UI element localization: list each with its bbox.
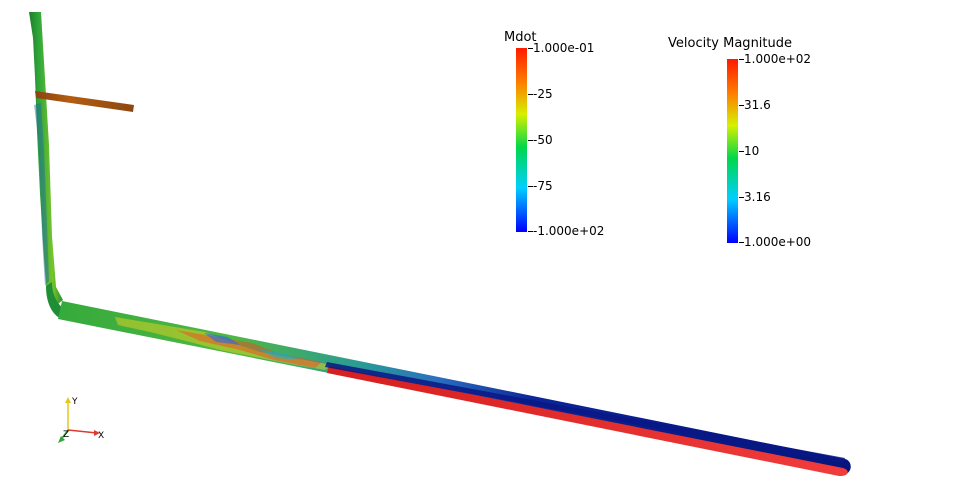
z-axis-arrow <box>58 436 65 443</box>
velocity-label-3: 10 <box>744 144 760 158</box>
velocity-tick-4 <box>739 197 744 198</box>
mdot-label-5: -1.000e+02 <box>533 224 605 238</box>
velocity-legend-title: Velocity Magnitude <box>668 36 793 51</box>
mdot-label-1: 1.000e-01 <box>533 41 595 55</box>
x-axis-arrow <box>94 430 100 436</box>
y-axis-label: Y <box>71 397 78 407</box>
velocity-label-5: 1.000e+00 <box>744 235 812 249</box>
transition-noise-band-4 <box>258 349 300 360</box>
mdot-tick-1 <box>528 48 533 49</box>
transition-noise-band-3 <box>204 333 240 345</box>
transition-noise-band-2 <box>176 330 322 368</box>
mdot-label-4: -75 <box>533 179 553 193</box>
velocity-tick-3 <box>739 151 744 152</box>
velocity-tick-1 <box>739 59 744 60</box>
velocity-label-4: 3.16 <box>744 190 771 204</box>
z-axis-label: Z <box>63 430 69 440</box>
mdot-label-2: -25 <box>533 87 553 101</box>
diagonal-pipe-shade <box>325 362 845 463</box>
upper-vertical-pipe <box>29 12 63 307</box>
upper-vertical-pipe-detail <box>34 103 49 286</box>
axis-triad: Y X Z <box>58 397 104 443</box>
y-axis-arrow <box>65 397 71 403</box>
mdot-tick-3 <box>528 140 533 141</box>
side-branch-pipe <box>35 91 134 112</box>
velocity-label-1: 1.000e+02 <box>744 52 812 66</box>
mdot-tick-2 <box>528 94 533 95</box>
lower-red-streak <box>327 366 848 476</box>
velocity-tick-5 <box>739 242 744 243</box>
velocity-label-2: 31.6 <box>744 98 771 112</box>
mdot-label-3: -50 <box>533 133 553 147</box>
velocity-colorbar <box>727 59 738 243</box>
mdot-legend: Mdot 1.000e-01 -25 -50 -75 -1.000e+02 <box>504 31 644 251</box>
velocity-legend: Velocity Magnitude 1.000e+02 31.6 10 3.1… <box>668 37 828 257</box>
x-axis-line <box>67 429 98 434</box>
mdot-tick-5 <box>528 231 533 232</box>
mdot-tick-4 <box>528 186 533 187</box>
velocity-tick-2 <box>739 105 744 106</box>
mdot-colorbar <box>516 48 527 232</box>
pipe-elbow <box>46 282 69 317</box>
mdot-legend-title: Mdot <box>504 30 537 45</box>
x-axis-label: X <box>98 431 104 441</box>
